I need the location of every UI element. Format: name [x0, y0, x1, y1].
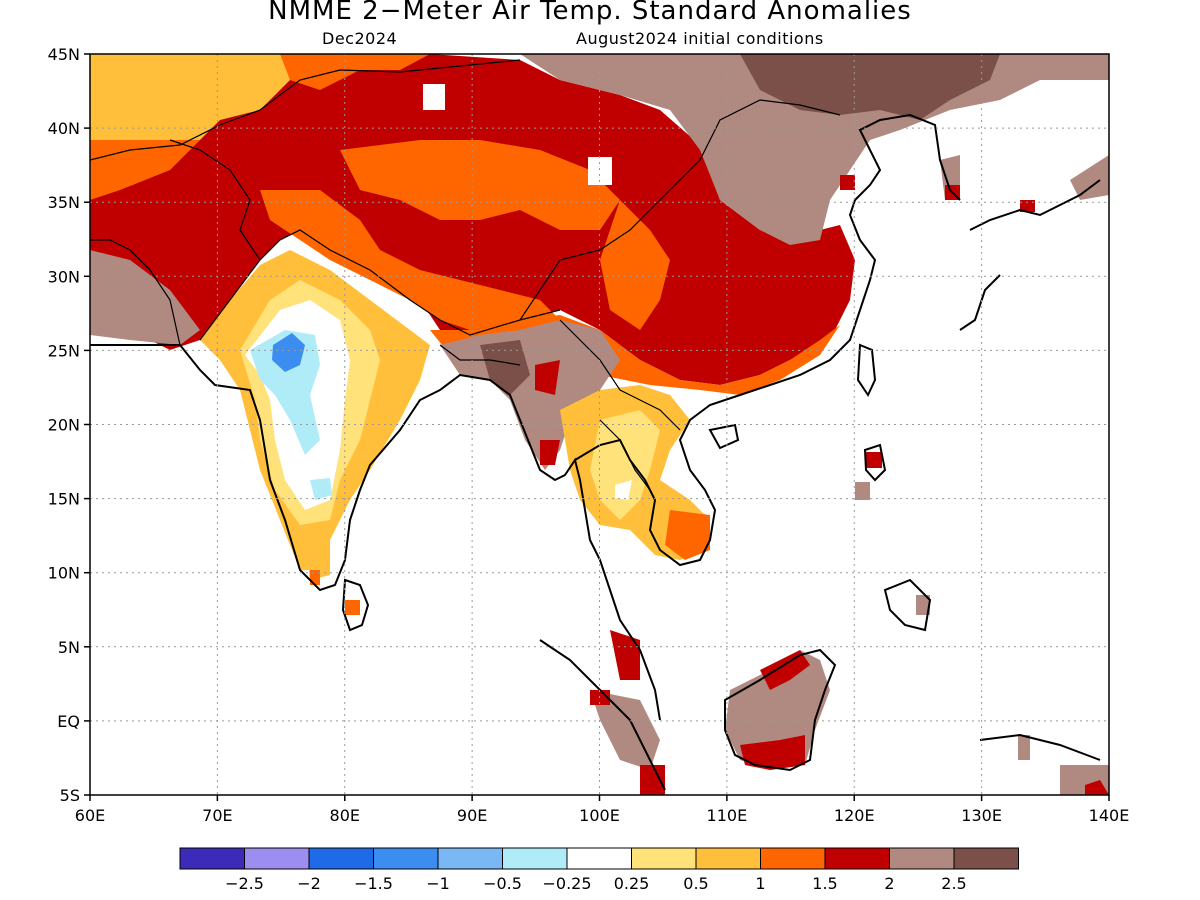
colorbar-level-label: −1	[426, 874, 450, 893]
colorbar-swatch	[695, 847, 761, 870]
latitude-labels: 45N 40N 35N 30N 25N 20N 15N 10N 5N EQ 5S	[48, 45, 80, 805]
lon-tick-label: 90E	[457, 806, 487, 825]
graticule	[90, 54, 1109, 795]
lat-tick-label: 45N	[48, 45, 80, 64]
colorbar-level-label: 0.5	[683, 874, 708, 893]
colorbar-swatch	[824, 847, 890, 870]
colorbar-swatch	[179, 847, 245, 870]
anomaly-fields	[90, 54, 1109, 795]
lat-tick-label: 5N	[58, 638, 80, 657]
lat-tick-label: 25N	[48, 341, 80, 360]
lon-tick-label: 130E	[961, 806, 1002, 825]
colorbar-level-label: −1.5	[354, 874, 393, 893]
colorbar-level-label: 0.25	[614, 874, 650, 893]
colorbar-swatch	[308, 847, 374, 870]
colorbar-level-label: −0.25	[542, 874, 591, 893]
colorbar-level-label: 1	[755, 874, 765, 893]
map-title: NMME 2−Meter Air Temp. Standard Anomalie…	[268, 0, 912, 26]
axis-ticks	[84, 53, 1110, 801]
lat-tick-label: EQ	[57, 712, 80, 731]
lon-tick-label: 60E	[75, 806, 105, 825]
lon-tick-label: 100E	[579, 806, 620, 825]
colorbar-swatch	[953, 847, 1019, 870]
colorbar-level-label: −2	[297, 874, 321, 893]
colorbar-level-label: 2	[884, 874, 894, 893]
init-conditions-label: August2024 initial conditions	[576, 29, 824, 48]
colorbar-swatch	[502, 847, 568, 870]
valid-month-label: Dec2024	[322, 29, 398, 48]
colorbar-level-label: −0.5	[483, 874, 522, 893]
lon-tick-label: 110E	[707, 806, 748, 825]
colorbar-level-label: 1.5	[812, 874, 837, 893]
longitude-labels: 60E 70E 80E 90E 100E 110E 120E 130E 140E	[75, 806, 1130, 825]
colorbar-swatch	[437, 847, 503, 870]
colorbar-swatch	[631, 847, 697, 870]
colorbar-swatch	[244, 847, 310, 870]
lat-tick-label: 15N	[48, 490, 80, 509]
colorbar-swatch	[760, 847, 826, 870]
colorbar-swatch	[373, 847, 439, 870]
lon-tick-label: 120E	[834, 806, 875, 825]
colorbar	[179, 847, 1019, 870]
lat-tick-label: 5S	[60, 786, 80, 805]
colorbar-level-label: −2.5	[225, 874, 264, 893]
colorbar-swatch	[889, 847, 955, 870]
lon-tick-label: 140E	[1089, 806, 1130, 825]
lat-tick-label: 40N	[48, 119, 80, 138]
colorbar-swatch	[566, 847, 632, 870]
lon-tick-label: 80E	[330, 806, 360, 825]
colorbar-level-label: 2.5	[941, 874, 966, 893]
lon-tick-label: 70E	[202, 806, 232, 825]
lat-tick-label: 35N	[48, 193, 80, 212]
colorbar-labels: −2.5 −2 −1.5 −1 −0.5 −0.25 0.25 0.5 1 1.5 2 2.5	[225, 874, 967, 893]
country-borders	[90, 59, 841, 491]
lat-tick-label: 30N	[48, 267, 80, 286]
lat-tick-label: 10N	[48, 564, 80, 583]
lat-tick-label: 20N	[48, 416, 80, 435]
